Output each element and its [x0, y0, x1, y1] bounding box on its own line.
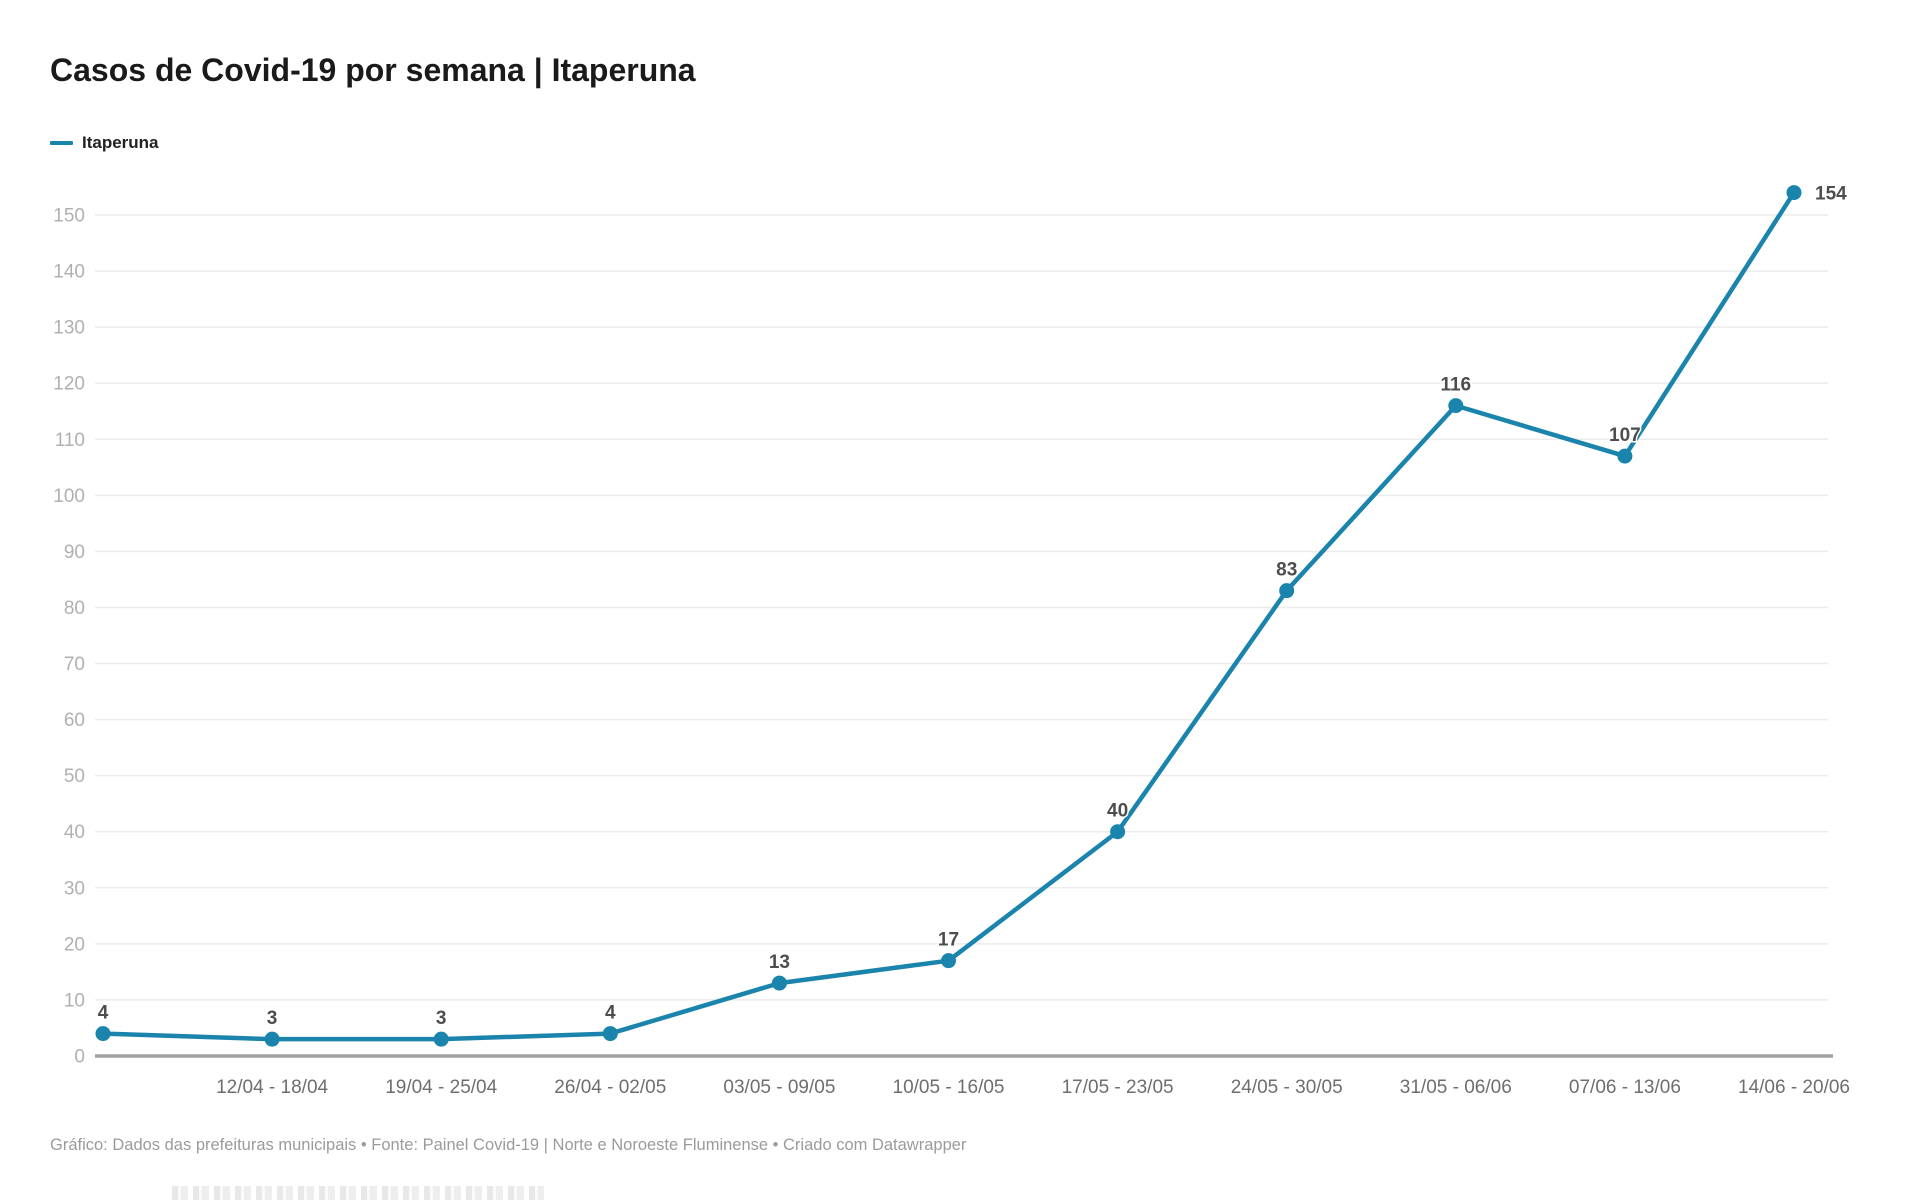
data-point	[602, 1026, 618, 1042]
y-tick-label: 60	[64, 710, 85, 731]
value-label: 4	[98, 1003, 109, 1024]
y-tick-label: 50	[64, 766, 85, 787]
value-label: 40	[1107, 801, 1128, 822]
chart-title: Casos de Covid-19 por semana | Itaperuna	[50, 52, 696, 88]
x-tick-label: 17/05 - 23/05	[1062, 1077, 1174, 1098]
x-tick-label: 03/05 - 09/05	[723, 1077, 835, 1098]
data-point	[95, 1026, 111, 1042]
y-tick-label: 130	[53, 318, 85, 339]
value-label: 154	[1815, 184, 1847, 205]
legend: Itaperuna	[50, 133, 159, 153]
chart-footer-credit: Gráfico: Dados das prefeituras municipai…	[50, 1136, 967, 1154]
x-tick-label: 24/05 - 30/05	[1231, 1077, 1343, 1098]
data-point	[264, 1031, 280, 1047]
clipped-text-artifact	[172, 1186, 544, 1200]
y-tick-label: 120	[53, 374, 85, 395]
series-line	[100, 190, 1797, 1042]
data-point	[1617, 448, 1633, 464]
y-tick-label: 0	[74, 1047, 85, 1068]
data-point	[941, 953, 956, 969]
y-tick-label: 140	[53, 262, 85, 283]
x-tick-label: 26/04 - 02/05	[554, 1077, 666, 1098]
legend-line-swatch-icon	[50, 141, 73, 145]
y-tick-label: 70	[64, 654, 85, 675]
value-label: 83	[1276, 560, 1297, 581]
x-tick-label: 12/04 - 18/04	[216, 1077, 328, 1098]
x-tick-label: 14/06 - 20/06	[1738, 1077, 1850, 1098]
value-label: 3	[267, 1008, 278, 1029]
y-tick-label: 30	[64, 878, 85, 899]
value-label: 116	[1440, 375, 1471, 396]
y-tick-label: 80	[64, 598, 85, 619]
x-tick-label: 10/05 - 16/05	[893, 1077, 1005, 1098]
data-point	[433, 1031, 449, 1047]
y-tick-label: 90	[64, 542, 85, 563]
y-tick-label: 100	[53, 486, 85, 507]
value-label: 107	[1609, 425, 1641, 446]
x-tick-label: 31/05 - 06/06	[1400, 1077, 1512, 1098]
value-label: 4	[605, 1003, 616, 1024]
x-tick-label: 19/04 - 25/04	[385, 1077, 497, 1098]
data-point	[771, 975, 787, 991]
x-tick-label: 07/06 - 13/06	[1569, 1077, 1681, 1098]
data-point	[1279, 583, 1295, 599]
y-tick-label: 150	[53, 206, 85, 227]
data-point	[1448, 398, 1464, 414]
data-point	[1110, 824, 1126, 840]
legend-label: Itaperuna	[82, 133, 159, 152]
data-point	[1786, 185, 1802, 201]
y-tick-label: 10	[64, 990, 85, 1011]
y-tick-label: 110	[55, 430, 85, 451]
y-tick-label: 40	[64, 822, 85, 843]
y-tick-label: 20	[64, 934, 85, 955]
value-label: 17	[938, 930, 959, 951]
value-label: 3	[436, 1008, 447, 1029]
value-label: 13	[769, 952, 790, 973]
